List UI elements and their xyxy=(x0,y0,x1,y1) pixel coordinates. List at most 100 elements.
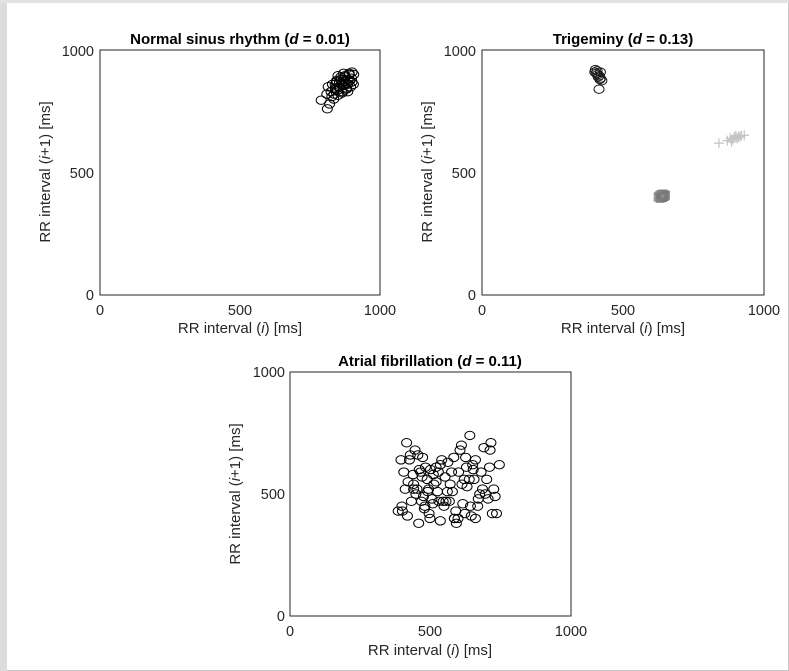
scatter-point-circle xyxy=(456,479,468,489)
scatter-point-circle xyxy=(407,469,419,480)
x-tick-label: 500 xyxy=(611,303,635,319)
scatter-point-circle xyxy=(594,67,606,77)
scatter-point-circle xyxy=(593,84,605,94)
scatter-point-circle xyxy=(437,496,449,507)
plot-area xyxy=(99,49,381,296)
scatter-point-circle xyxy=(467,460,479,470)
scatter-point-circle xyxy=(399,484,411,494)
x-tick-label: 0 xyxy=(478,303,486,319)
scatter-point-circle xyxy=(324,99,336,109)
plot-area xyxy=(481,49,765,296)
scatter-point-circle xyxy=(446,486,458,497)
scatter-point-square xyxy=(658,189,668,199)
scatter-point-cross xyxy=(739,130,750,141)
scatter-point-circle xyxy=(401,511,413,521)
scatter-point-circle xyxy=(482,494,494,504)
x-axis-label: RR interval (i) [ms] xyxy=(178,320,302,337)
scatter-point-circle xyxy=(403,455,415,465)
x-tick-label: 500 xyxy=(418,624,442,640)
panel-atrial-fibrillation: Atrial fibrillation (d = 0.11) 0 500 100… xyxy=(227,353,587,659)
scatter-point-circle xyxy=(395,455,407,465)
scatter-point-circle xyxy=(336,88,348,98)
scatter-point-circle xyxy=(426,494,438,504)
scatter-point-circle xyxy=(486,508,498,519)
scatter-point-circle xyxy=(484,462,496,472)
scatter-point-circle xyxy=(321,89,333,99)
scatter-point-circle xyxy=(440,496,452,507)
scatter-point-circle xyxy=(455,440,467,450)
scatter-point-circle xyxy=(342,86,354,97)
scatter-point-circle xyxy=(452,513,464,524)
scatter-point-circle xyxy=(448,452,460,463)
scatter-point-circle xyxy=(411,484,423,494)
scatter-point-circle xyxy=(402,477,414,487)
scatter-point-circle xyxy=(417,491,429,502)
y-tick-label: 0 xyxy=(277,609,285,625)
scatter-point-square xyxy=(657,192,667,202)
scatter-point-circle xyxy=(442,457,454,467)
x-tick-label: 1000 xyxy=(364,303,396,319)
scatter-point-circle xyxy=(439,472,451,482)
x-tick-label: 500 xyxy=(228,303,252,319)
scatter-point-square xyxy=(660,191,670,201)
scatter-point-circle xyxy=(484,445,496,455)
scatter-point-circle xyxy=(338,74,350,85)
scatter-point-circle xyxy=(467,464,479,475)
scatter-point-circle xyxy=(478,442,490,453)
scatter-point-circle xyxy=(489,491,501,502)
x-tick-label: 0 xyxy=(286,624,294,640)
y-tick-label: 1000 xyxy=(253,365,285,381)
scatter-point-circle xyxy=(423,484,435,494)
panel-trigeminy: Trigeminy (d = 0.13) 0 500 1000 0 500 10… xyxy=(419,31,780,337)
panel-title: Atrial fibrillation (d = 0.11) xyxy=(338,353,522,370)
y-axis-label: RR interval (i+1) [ms] xyxy=(37,101,54,242)
scatter-point-circle xyxy=(408,479,420,489)
scatter-point-circle xyxy=(401,438,413,448)
scatter-point-circle xyxy=(404,450,416,460)
scatter-point-square xyxy=(660,190,670,200)
scatter-point-circle xyxy=(454,445,466,455)
panel-normal-sinus-rhythm: Normal sinus rhythm (d = 0.01) 0 500 100… xyxy=(37,31,396,337)
scatter-point-circle xyxy=(392,506,404,516)
scatter-point-circle xyxy=(476,484,488,494)
scatter-point-circle xyxy=(488,484,500,494)
y-axis-label: RR interval (i+1) [ms] xyxy=(419,101,436,242)
scatter-point-circle xyxy=(416,496,428,507)
scatter-point-circle xyxy=(464,501,476,511)
scatter-point-circle xyxy=(396,501,408,511)
y-tick-label: 500 xyxy=(261,487,285,503)
scatter-point-circle xyxy=(433,496,445,507)
x-tick-label: 1000 xyxy=(748,303,780,319)
scatter-point-circle xyxy=(421,474,433,485)
scatter-point-circle xyxy=(418,503,430,514)
scatter-point-circle xyxy=(474,489,486,499)
scatter-point-circle xyxy=(485,438,497,448)
scatter-point-circle xyxy=(464,430,476,441)
scatter-point-circle xyxy=(321,104,333,114)
scatter-point-circle xyxy=(424,513,436,524)
y-tick-label: 500 xyxy=(452,166,476,182)
scatter-point-circle xyxy=(417,452,429,463)
frame-top-border xyxy=(0,0,789,3)
y-tick-label: 1000 xyxy=(444,44,476,60)
scatter-point-circle xyxy=(491,508,503,519)
x-tick-label: 1000 xyxy=(555,624,587,640)
x-axis-label: RR interval (i) [ms] xyxy=(368,642,492,659)
y-tick-label: 1000 xyxy=(62,44,94,60)
x-axis-label: RR interval (i) [ms] xyxy=(561,320,685,337)
scatter-point-circle xyxy=(458,474,470,485)
scatter-points xyxy=(589,64,750,203)
scatter-point-circle xyxy=(427,499,439,509)
scatter-point-circle xyxy=(346,67,358,77)
scatter-point-circle xyxy=(408,484,420,494)
scatter-point-circle xyxy=(444,479,456,489)
scatter-point-circle xyxy=(457,499,469,509)
scatter-point-circle xyxy=(463,474,475,485)
scatter-point-circle xyxy=(475,467,487,477)
y-tick-label: 0 xyxy=(86,288,94,304)
scatter-point-circle xyxy=(460,452,472,463)
scatter-point-circle xyxy=(436,455,448,465)
scatter-point-cross xyxy=(713,138,724,149)
scatter-point-circle xyxy=(453,467,465,477)
